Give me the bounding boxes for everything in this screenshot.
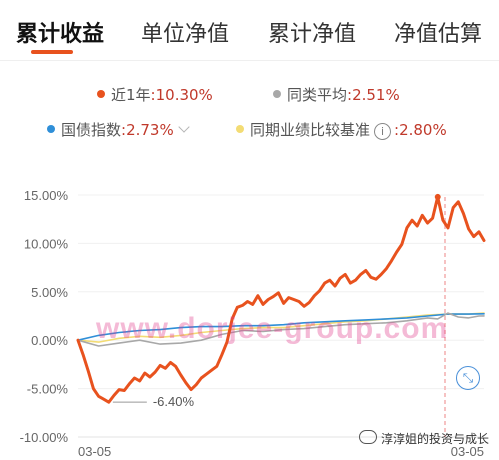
y-tick-label: 10.00% <box>24 236 69 251</box>
crosshair-point <box>434 193 441 200</box>
legend-fund-value: :10.30% <box>150 86 213 104</box>
legend-benchmark-value: :2.80% <box>394 121 447 139</box>
legend-peer-average-dot <box>273 90 281 98</box>
legend-fund[interactable]: 近1年:10.30% <box>97 84 213 105</box>
legend-gov-bond-label: 国债指数 <box>61 121 122 139</box>
tab-cumulative-return[interactable]: 累计收益 <box>16 22 105 47</box>
legend-benchmark-dot <box>236 125 244 133</box>
series-line-fund <box>76 195 486 404</box>
y-tick-label: 5.00% <box>31 285 68 300</box>
legend-fund-dot <box>97 90 105 98</box>
min-annotation-label: -6.40% <box>153 394 195 409</box>
y-tick-label: 15.00% <box>24 188 69 203</box>
legend-peer-average[interactable]: 同类平均:2.51% <box>273 84 400 105</box>
tab-cumulative-nav[interactable]: 累计净值 <box>268 22 357 47</box>
tab-divider <box>0 60 499 61</box>
legend-benchmark[interactable]: 同期业绩比较基准 i:2.80% <box>236 119 447 140</box>
legend-gov-bond-value: :2.73% <box>121 121 174 139</box>
legend-gov-bond-dot <box>47 125 55 133</box>
x-tick-label: 03-05 <box>451 444 484 459</box>
series-line-gov-bond <box>77 313 485 341</box>
signature: 淳淳姐的投资与成长 <box>358 430 489 447</box>
legend-peer-average-label: 同类平均 <box>287 86 348 104</box>
legend-benchmark-label: 同期业绩比较基准 <box>250 121 371 139</box>
y-tick-label: -5.00% <box>27 382 69 397</box>
tab-nav-estimate[interactable]: 净值估算 <box>394 22 483 47</box>
legend-gov-bond[interactable]: 国债指数:2.73% <box>47 119 190 140</box>
active-tab-indicator <box>31 50 73 54</box>
x-tick-label: 03-05 <box>78 444 111 459</box>
signature-text: 淳淳姐的投资与成长 <box>380 432 489 446</box>
series-line-benchmark <box>77 312 485 343</box>
fullscreen-icon[interactable]: ⤡ <box>456 366 480 390</box>
y-tick-label: -10.00% <box>20 430 69 445</box>
legend-peer-average-value: :2.51% <box>347 86 400 104</box>
wechat-icon <box>358 430 377 444</box>
y-tick-label: 0.00% <box>31 333 68 348</box>
watermark-text: www.dorjee-group.com <box>96 312 449 345</box>
tab-bar: 累计收益 单位净值 累计净值 净值估算 <box>0 0 499 62</box>
info-icon[interactable]: i <box>374 123 392 140</box>
series-line-peer-avg <box>77 312 485 347</box>
legend-fund-label: 近1年 <box>111 86 151 104</box>
tab-unit-nav[interactable]: 单位净值 <box>141 22 230 47</box>
